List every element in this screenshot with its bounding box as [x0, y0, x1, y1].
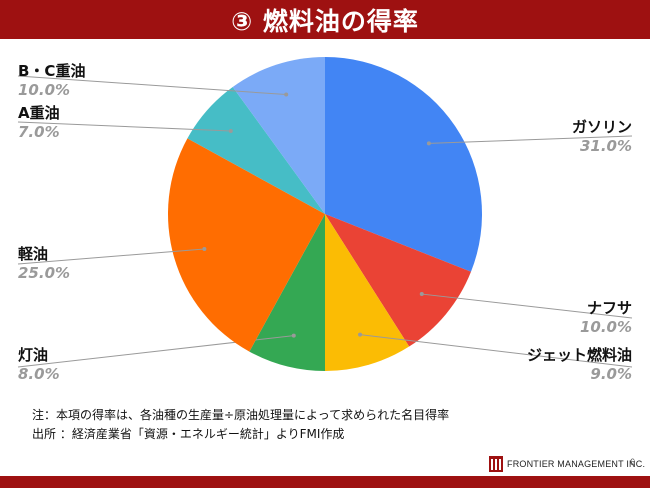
- slice-name-label: 軽油: [18, 245, 48, 263]
- leader-line: [428, 135, 633, 144]
- leader-dot: [426, 141, 431, 146]
- pie-slice: [249, 214, 325, 371]
- leader-dot: [284, 92, 289, 97]
- leader-line: [421, 293, 633, 319]
- footer-notes: 注：本項の得率は、各油種の生産量÷原油処理量によって求められた名目得率 出所 ：…: [32, 406, 449, 444]
- pie-slice: [167, 138, 325, 352]
- leader-dot: [291, 333, 296, 338]
- slice-value-label: 10.0%: [580, 318, 632, 336]
- slice-name-label: ジェット燃料油: [527, 346, 632, 364]
- leader-line: [17, 248, 205, 265]
- leader-dot: [419, 292, 424, 297]
- slice-value-label: 31.0%: [580, 137, 632, 155]
- pie-slice: [325, 57, 482, 272]
- brand: FRONTIER MANAGEMENT INC.: [489, 456, 645, 472]
- slice-name-label: 灯油: [18, 346, 48, 364]
- slice-value-label: 7.0%: [18, 123, 60, 141]
- slice-name-label: A重油: [18, 104, 60, 122]
- brand-name: FRONTIER MANAGEMENT INC.: [507, 459, 646, 469]
- leader-dot: [358, 332, 363, 337]
- leader-dot: [228, 128, 233, 133]
- bottom-rule: [0, 476, 650, 488]
- slice-value-label: 8.0%: [18, 365, 60, 383]
- slice-name-label: ナフサ: [587, 299, 632, 317]
- leader-line: [17, 121, 231, 132]
- leader-line: [359, 334, 633, 368]
- slice-value-label: 10.0%: [18, 81, 70, 99]
- slide-title: ③ 燃料油の得率: [0, 0, 650, 39]
- slice-name-label: ガソリン: [572, 118, 632, 136]
- pie-slice: [325, 214, 471, 347]
- pie-slice: [232, 57, 325, 214]
- pie-slice: [187, 86, 325, 214]
- pie-slice: [325, 214, 410, 371]
- footer-source: 出所 ：経済産業省「資源・エネルギー統計」よりFMI作成: [32, 427, 345, 441]
- pie-chart: ガソリン31.0%ナフサ10.0%ジェット燃料油9.0%灯油8.0%軽油25.0…: [17, 57, 633, 383]
- slide-title-text: ③ 燃料油の得率: [231, 6, 419, 36]
- page-number: 6: [630, 457, 636, 467]
- slice-value-label: 25.0%: [18, 264, 70, 282]
- slice-value-label: 9.0%: [590, 365, 632, 383]
- leader-line: [17, 75, 287, 96]
- company-logo-icon: [489, 456, 503, 472]
- slice-name-label: B・C重油: [18, 62, 85, 80]
- footer-note: 注：本項の得率は、各油種の生産量÷原油処理量によって求められた名目得率: [32, 408, 450, 422]
- leader-dot: [202, 247, 207, 252]
